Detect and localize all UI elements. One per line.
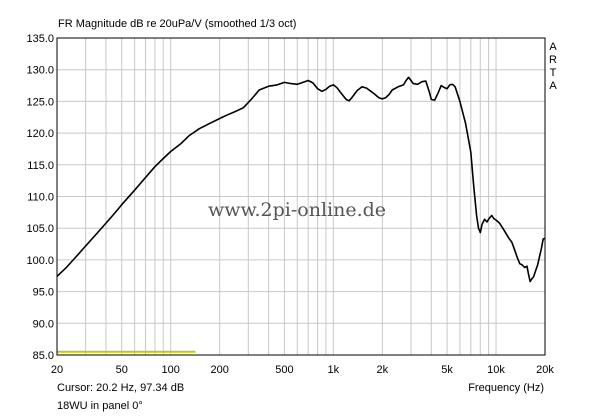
y-tick-label: 95.0 [33, 287, 54, 299]
chart-title: FR Magnitude dB re 20uPa/V (smoothed 1/3… [58, 18, 296, 30]
watermark-text: www.2pi-online.de [208, 199, 386, 221]
x-tick-label: 20k [536, 364, 554, 376]
y-tick-label: 100.0 [26, 255, 54, 267]
cursor-readout: Cursor: 20.2 Hz, 97.34 dB [57, 382, 185, 394]
y-tick-label: 110.0 [27, 192, 54, 204]
y-tick-label: 105.0 [26, 223, 54, 235]
y-tick-labels: 135.0 130.0 125.0 120.0 115.0 110.0 105.0 100.0… [26, 33, 54, 362]
x-tick-label: 20 [51, 364, 63, 376]
side-label-letter: T [550, 67, 557, 79]
panel-info: 18WU in panel 0° [57, 400, 143, 412]
x-tick-label: 10k [487, 364, 505, 376]
x-axis-label: Frequency (Hz) [468, 382, 544, 394]
x-tick-label: 100 [162, 364, 180, 376]
side-label-letter: A [549, 41, 557, 53]
grid-lines [56, 37, 546, 356]
side-label-letter: R [549, 54, 557, 66]
y-tick-label: 115.0 [27, 160, 54, 172]
x-tick-label: 2k [377, 364, 389, 376]
y-tick-label: 135.0 [26, 33, 54, 45]
x-tick-label: 50 [116, 364, 128, 376]
side-label-letter: A [549, 80, 557, 92]
x-tick-label: 5k [441, 364, 453, 376]
y-tick-label: 90.0 [33, 318, 54, 330]
x-tick-label: 1k [328, 364, 340, 376]
x-tick-label: 200 [210, 364, 228, 376]
y-tick-label: 130.0 [26, 65, 54, 77]
x-tick-label: 500 [275, 364, 293, 376]
response-curve [56, 76, 546, 283]
plot-frame [56, 37, 546, 356]
series-group [56, 76, 546, 353]
y-tick-label: 120.0 [26, 128, 54, 140]
x-tick-labels: 20 50 100 200 500 1k 2k 5k 10k 20k [51, 364, 554, 376]
y-tick-label: 125.0 [26, 96, 54, 108]
y-tick-label: 85.0 [33, 350, 54, 362]
